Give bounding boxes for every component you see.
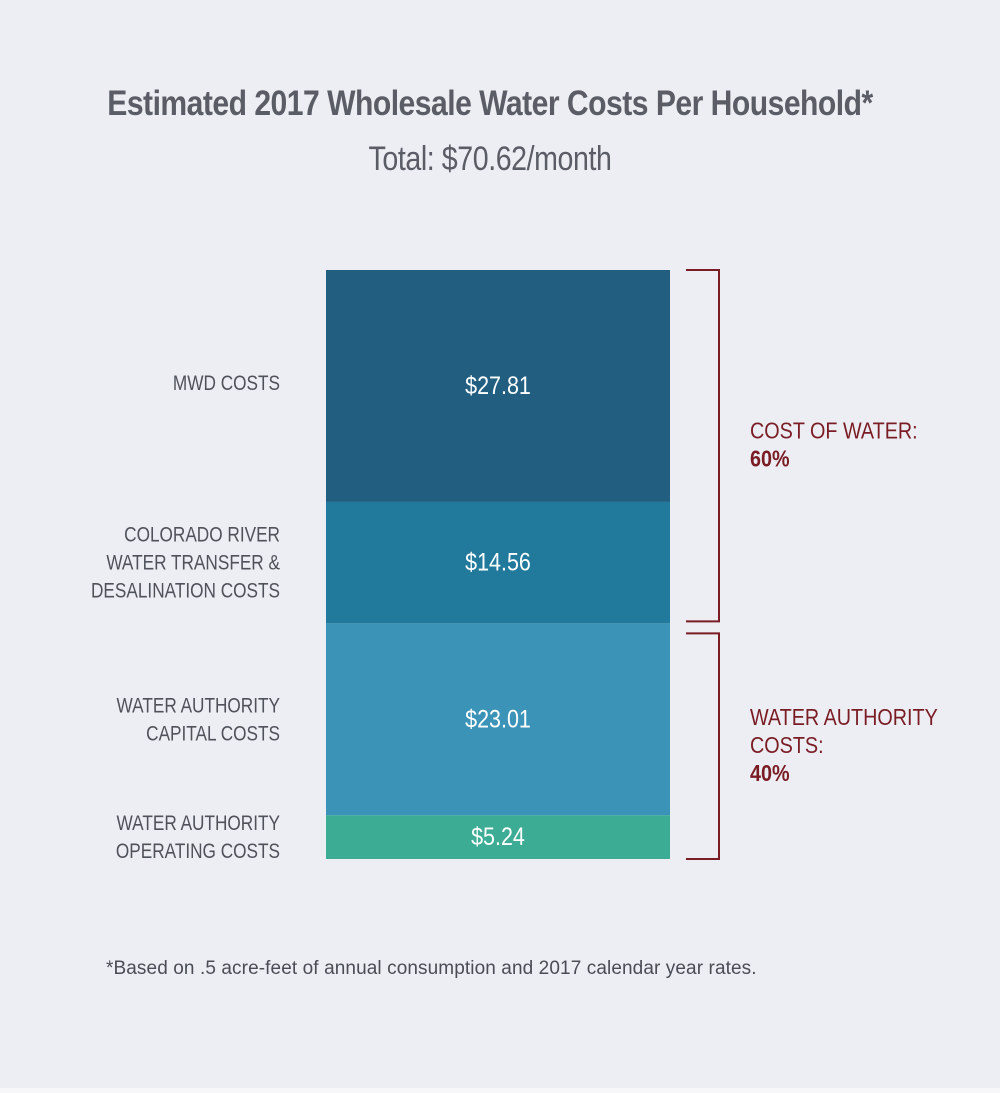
bracket-percent-1: 60% <box>750 446 790 472</box>
bar-segment-4 <box>326 815 670 859</box>
segment-value-label-1: $27.81 <box>465 371 531 399</box>
category-label-2-line-3: DESALINATION COSTS <box>91 580 280 603</box>
footnote: *Based on .5 acre-feet of annual consump… <box>106 958 757 979</box>
chart-title: Estimated 2017 Wholesale Water Costs Per… <box>107 84 873 123</box>
bracket-1 <box>686 269 720 623</box>
segment-value-label-3: $23.01 <box>465 705 531 733</box>
bracket-label-2-line-2: COSTS: <box>750 733 824 759</box>
bar-segment-1 <box>326 270 670 502</box>
bar-segment-2 <box>326 501 670 624</box>
segment-value-label-4: $5.24 <box>471 823 525 851</box>
category-label-1-line-1: MWD COSTS <box>173 372 280 395</box>
category-label-3-line-2: CAPITAL COSTS <box>146 723 280 746</box>
segment-value-label-2: $14.56 <box>465 548 531 576</box>
bottom-divider <box>0 1088 1000 1093</box>
category-label-4-line-2: OPERATING COSTS <box>116 841 280 864</box>
category-label-4-line-1: WATER AUTHORITY <box>117 813 281 836</box>
bracket-2 <box>686 632 720 860</box>
bracket-percent-2: 40% <box>750 761 790 787</box>
category-label-2-line-1: COLORADO RIVER <box>124 524 280 547</box>
bracket-label-1-line-1: COST OF WATER: <box>750 418 918 444</box>
category-label-3-line-1: WATER AUTHORITY <box>117 695 281 718</box>
chart-subtitle: Total: $70.62/month <box>368 140 612 178</box>
bar-segment-3 <box>326 623 670 816</box>
category-label-2-line-2: WATER TRANSFER & <box>106 552 280 575</box>
bracket-label-2-line-1: WATER AUTHORITY <box>750 705 938 731</box>
